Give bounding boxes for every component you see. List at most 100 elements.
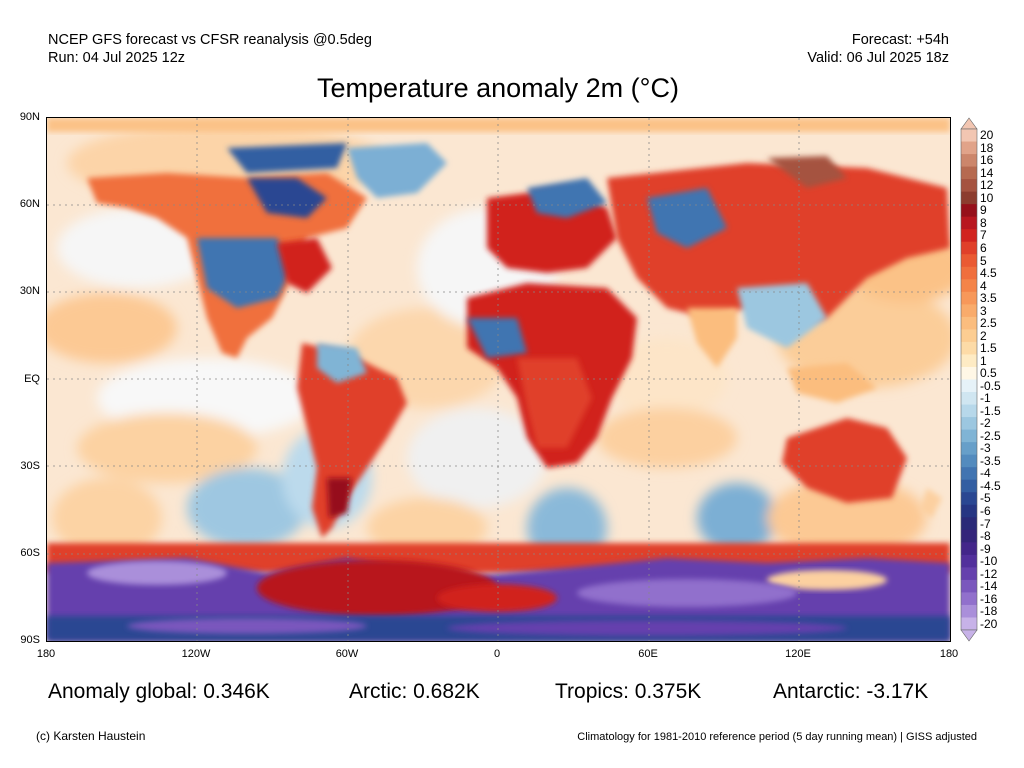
colorbar-swatches	[960, 117, 978, 642]
anomaly-map	[46, 117, 951, 642]
colorbar-swatch	[961, 417, 977, 430]
colorbar-swatch	[961, 479, 977, 493]
colorbar-label: -3.5	[980, 453, 1001, 468]
colorbar-swatch	[961, 517, 977, 531]
colorbar-label: 1.5	[980, 341, 997, 356]
colorbar-label: 2	[980, 328, 987, 343]
colorbar-swatch	[961, 354, 977, 368]
colorbar-swatch	[961, 366, 977, 380]
colorbar-label: 4	[980, 278, 987, 293]
colorbar-label: 12	[980, 178, 994, 193]
header-left: NCEP GFS forecast vs CFSR reanalysis @0.…	[48, 31, 372, 67]
colorbar-label: 6	[980, 240, 987, 255]
colorbar-label: -12	[980, 566, 998, 581]
colorbar-label: -7	[980, 516, 991, 531]
colorbar-label: 0.5	[980, 366, 997, 381]
colorbar-swatch	[961, 179, 977, 193]
colorbar-swatch	[961, 379, 977, 393]
copyright: (c) Karsten Haustein	[36, 729, 146, 743]
lat-label-30n: 30N	[19, 285, 40, 297]
lat-label-60n: 60N	[19, 198, 40, 210]
lon-label-180w: 180	[36, 648, 56, 660]
colorbar-swatch	[961, 166, 977, 180]
continents	[87, 143, 950, 538]
run-time: Run: 04 Jul 2025 12z	[48, 50, 186, 66]
colorbar	[960, 117, 978, 642]
colorbar-label: 9	[980, 203, 987, 218]
colorbar-label: -4	[980, 466, 991, 481]
colorbar-swatch	[961, 567, 977, 581]
colorbar-swatch	[961, 341, 977, 355]
colorbar-label: 5	[980, 253, 987, 268]
colorbar-swatch	[961, 229, 977, 243]
colorbar-label: -16	[980, 591, 998, 606]
colorbar-swatch	[961, 204, 977, 218]
graticule	[47, 118, 950, 641]
colorbar-label: -20	[980, 616, 998, 631]
colorbar-label: -3	[980, 441, 991, 456]
colorbar-swatch	[961, 554, 977, 568]
colorbar-swatch	[961, 392, 977, 405]
colorbar-swatch	[961, 454, 977, 468]
colorbar-swatch	[961, 304, 977, 318]
global-anomaly: Anomaly global: 0.346K	[48, 680, 270, 703]
colorbar-swatch	[961, 604, 977, 618]
forecast-hour: Forecast: +54h	[851, 32, 949, 48]
colorbar-max-arrow	[960, 117, 978, 130]
lat-label-60s: 60S	[20, 547, 40, 559]
colorbar-swatch	[961, 241, 977, 255]
colorbar-swatch	[961, 492, 977, 506]
colorbar-label: -14	[980, 579, 998, 594]
climatology-note: Climatology for 1981-2010 reference peri…	[577, 731, 977, 743]
arctic-band	[47, 118, 950, 132]
valid-time: Valid: 06 Jul 2025 18z	[807, 50, 949, 66]
lat-label-30s: 30S	[20, 460, 40, 472]
colorbar-label: -2	[980, 416, 991, 431]
lat-label-90s: 90S	[20, 634, 40, 646]
colorbar-swatch	[961, 404, 977, 418]
lon-label-120w: 120W	[181, 648, 211, 660]
arctic-anomaly: Arctic: 0.682K	[349, 680, 480, 703]
colorbar-swatch	[961, 216, 977, 230]
colorbar-label: -0.5	[980, 378, 1001, 393]
colorbar-swatch	[961, 467, 977, 481]
colorbar-swatch	[961, 254, 977, 268]
lat-label-eq: EQ	[24, 373, 40, 385]
colorbar-label: 8	[980, 215, 987, 230]
lon-label-0: 0	[493, 648, 501, 660]
colorbar-swatch	[961, 154, 977, 167]
colorbar-swatch	[961, 329, 977, 343]
colorbar-label: 20	[980, 128, 994, 143]
colorbar-swatch	[961, 617, 977, 631]
colorbar-label: -10	[980, 554, 998, 569]
colorbar-label: 2.5	[980, 316, 997, 331]
colorbar-swatch	[961, 529, 977, 543]
colorbar-swatch	[961, 129, 977, 142]
colorbar-label: 14	[980, 165, 994, 180]
colorbar-swatch	[961, 429, 977, 443]
colorbar-label: -9	[980, 541, 991, 556]
colorbar-label: 1	[980, 353, 987, 368]
colorbar-label: -5	[980, 491, 991, 506]
lon-label-180e: 180	[939, 648, 959, 660]
colorbar-swatch	[961, 316, 977, 330]
colorbar-label: -2.5	[980, 428, 1001, 443]
lon-label-120e: 120E	[785, 648, 811, 660]
lon-label-60e: 60E	[638, 648, 658, 660]
colorbar-swatch	[961, 592, 977, 606]
colorbar-swatch	[961, 442, 977, 456]
colorbar-label: -1.5	[980, 403, 1001, 418]
colorbar-label: 10	[980, 190, 994, 205]
colorbar-label: 7	[980, 228, 987, 243]
colorbar-swatch	[961, 579, 977, 593]
colorbar-min-arrow	[960, 629, 978, 642]
colorbar-label: -8	[980, 529, 991, 544]
lon-label-60w: 60W	[335, 648, 359, 660]
antarctic-region	[47, 543, 950, 641]
colorbar-swatch	[961, 542, 977, 556]
colorbar-label: 3	[980, 303, 987, 318]
header-right: Forecast: +54h Valid: 06 Jul 2025 18z	[807, 31, 949, 67]
colorbar-swatch	[961, 266, 977, 280]
map-title: Temperature anomaly 2m (°C)	[317, 73, 679, 103]
colorbar-label: -1	[980, 391, 991, 406]
